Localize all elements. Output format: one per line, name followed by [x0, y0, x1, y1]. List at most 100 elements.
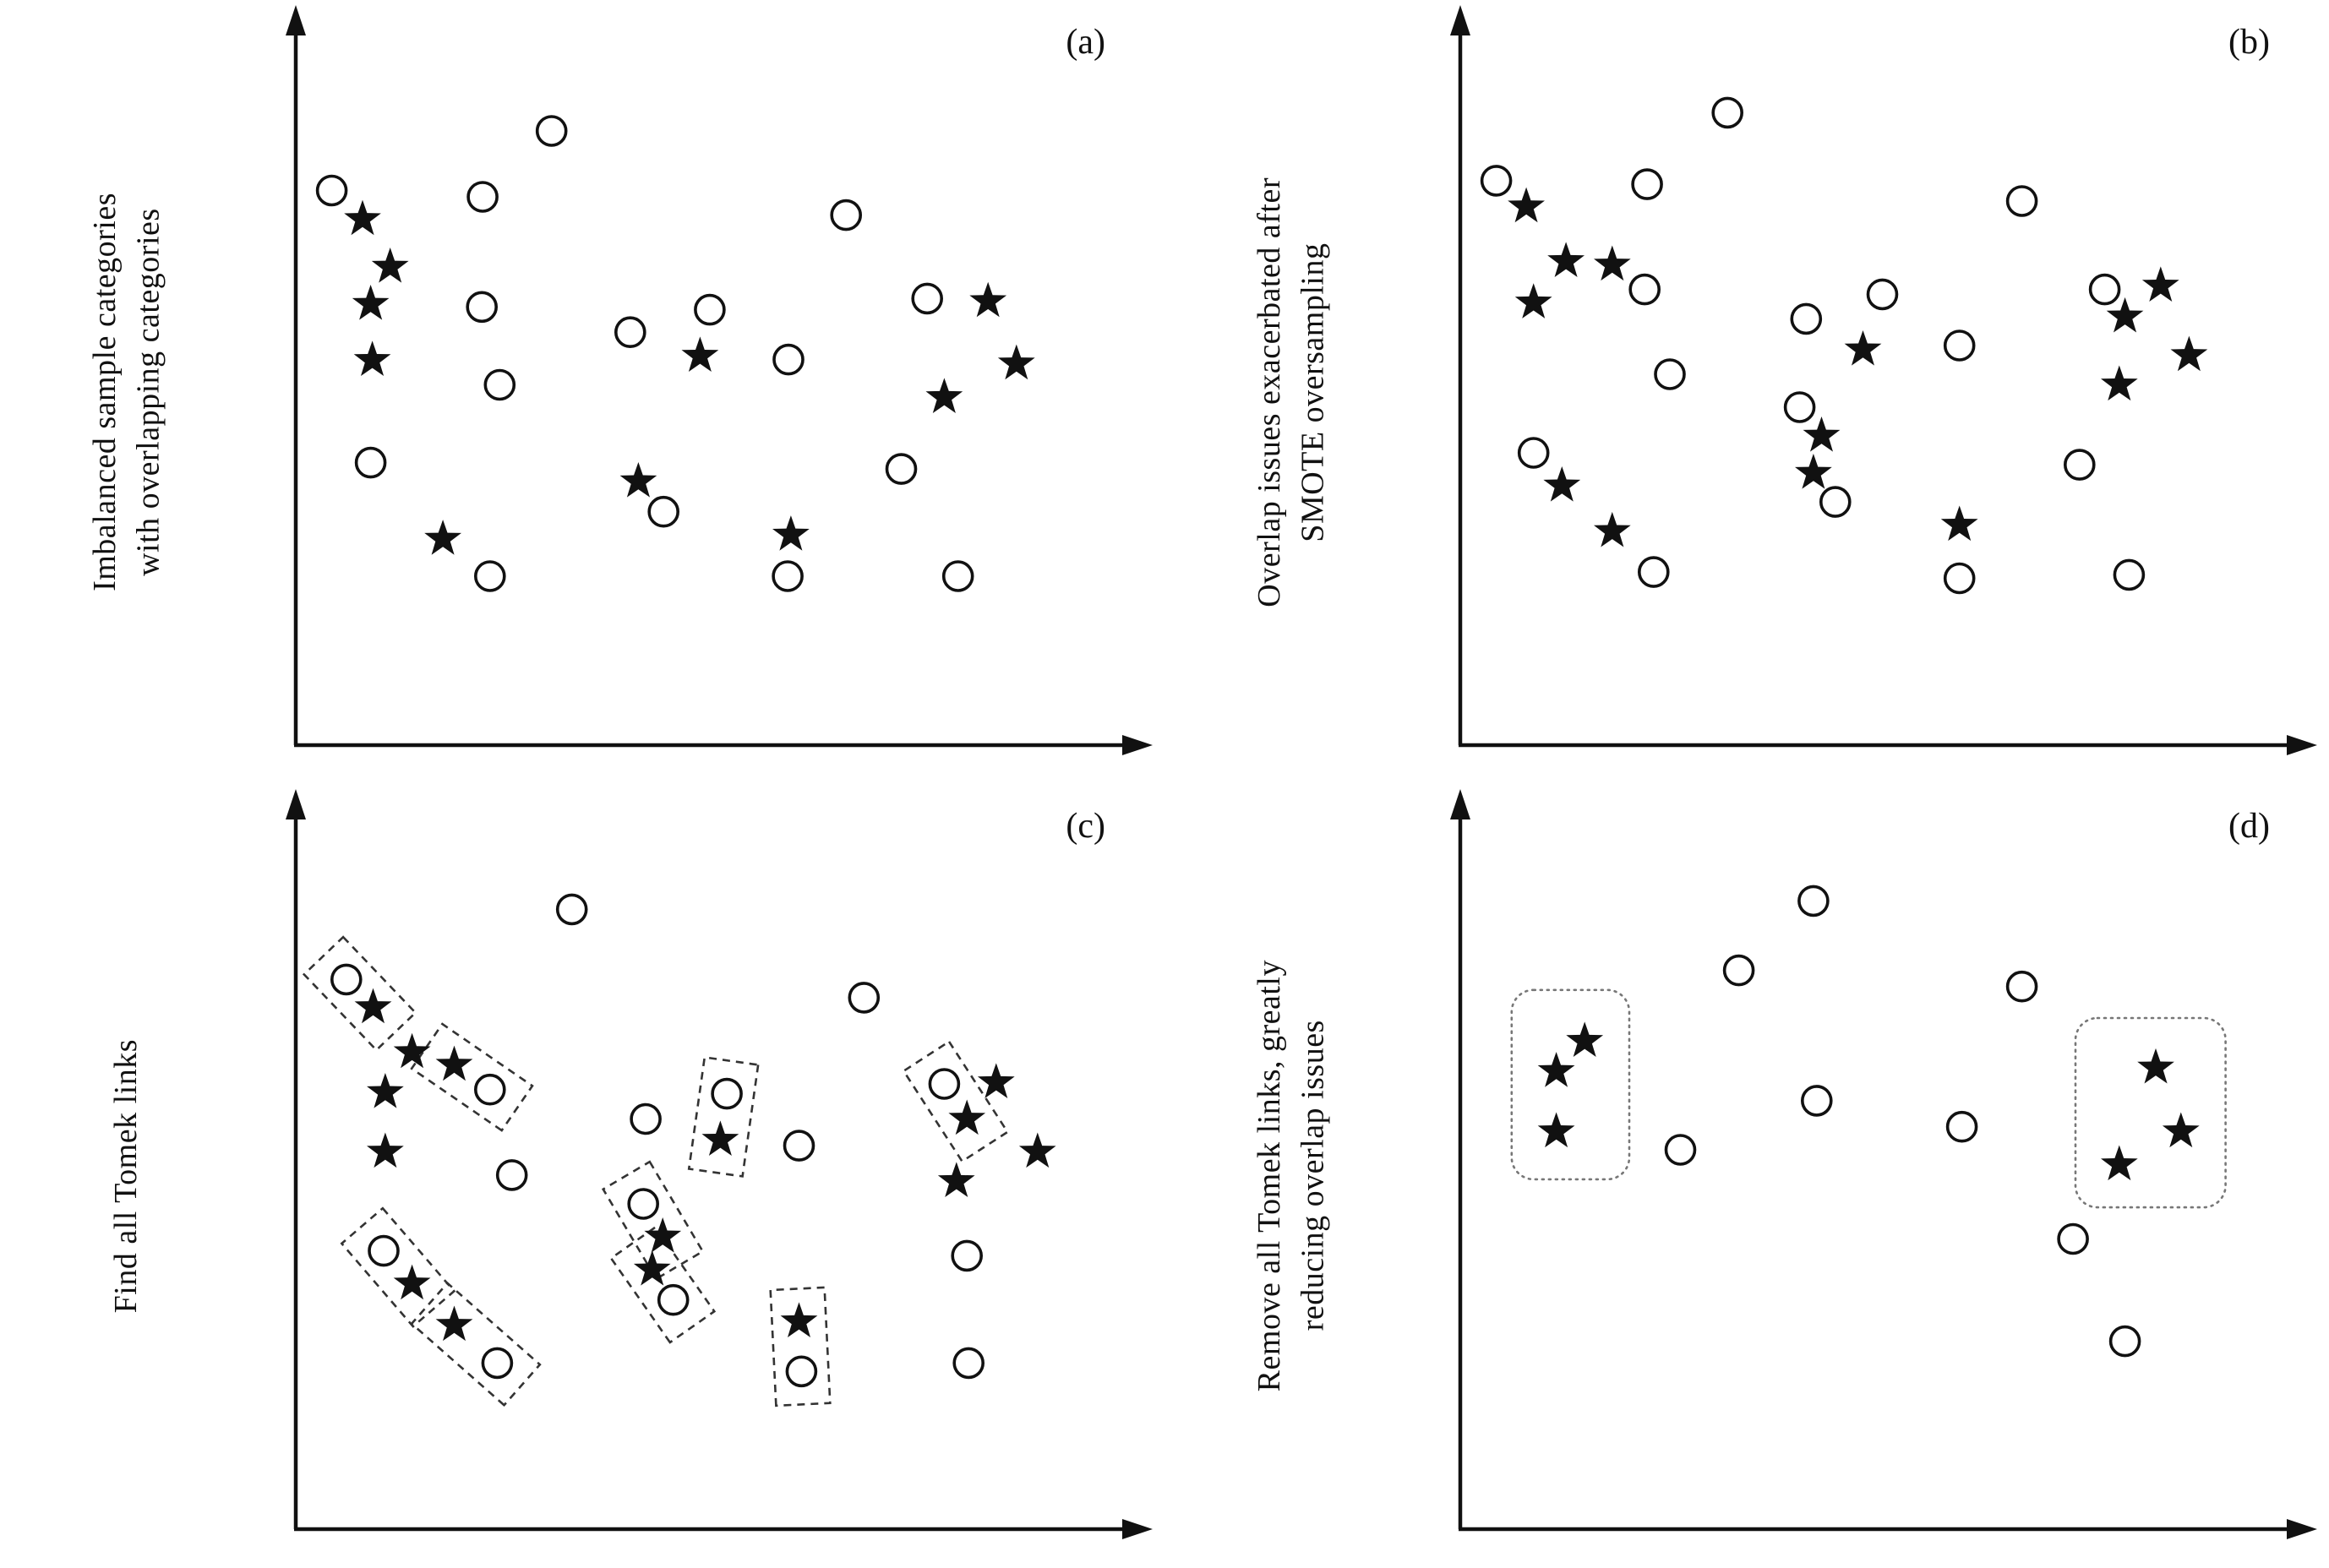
minority-sample-star	[371, 248, 409, 283]
minority-sample-star	[948, 1099, 986, 1135]
minority-sample-star	[1795, 454, 1832, 489]
panel-d-canvas	[1450, 789, 2317, 1539]
panel-a-canvas	[286, 5, 1153, 755]
minority-sample-star	[681, 336, 719, 372]
tomek-link-box	[302, 935, 417, 1052]
majority-sample-circle	[772, 560, 804, 592]
tomek-link-box	[410, 1281, 542, 1407]
panel-d-ylabel-column: Remove all Tomek links, greatly reducing…	[1164, 784, 1418, 1568]
majority-sample-circle	[885, 453, 918, 485]
panel-a-tag: (a)	[1066, 23, 1105, 62]
majority-sample-circle	[1790, 302, 1823, 335]
majority-sample-circle	[1711, 96, 1744, 129]
cluster-box	[1510, 988, 1631, 1181]
majority-sample-circle	[466, 291, 499, 324]
panel-d-plot-area: (d)	[1418, 784, 2329, 1568]
minority-sample-star	[393, 1264, 431, 1300]
minority-sample-star	[1018, 1132, 1056, 1168]
y-axis-arrow-icon	[286, 789, 306, 819]
tomek-link-box	[601, 1160, 705, 1281]
panel-c: Find all Tomek links (c)	[0, 784, 1164, 1568]
y-axis-arrow-icon	[286, 5, 306, 35]
majority-sample-circle	[2005, 185, 2038, 217]
majority-sample-circle	[354, 446, 387, 479]
majority-sample-circle	[535, 115, 568, 147]
minority-sample-star	[772, 515, 810, 551]
minority-sample-star	[619, 462, 657, 498]
panel-d: Remove all Tomek links, greatly reducing…	[1164, 784, 2329, 1568]
panel-b-ylabel-column: Overlap issues exacerbated after SMOTE o…	[1164, 0, 1418, 784]
minority-sample-star	[925, 378, 963, 413]
panel-a-ylabel: Imbalanced sample categories with overla…	[86, 193, 166, 591]
majority-sample-circle	[473, 560, 506, 592]
minority-sample-star	[1594, 511, 1631, 547]
majority-sample-circle	[952, 1347, 985, 1380]
minority-sample-star	[352, 285, 390, 320]
majority-sample-circle	[1819, 486, 1852, 518]
majority-sample-circle	[1866, 278, 1899, 311]
minority-sample-star	[1844, 330, 1882, 366]
majority-sample-circle	[785, 1355, 818, 1388]
majority-sample-circle	[941, 560, 974, 592]
minority-sample-star	[1543, 466, 1581, 502]
panel-c-canvas	[286, 789, 1153, 1539]
majority-sample-circle	[483, 368, 516, 401]
minority-sample-star	[1537, 1052, 1575, 1087]
majority-sample-circle	[2063, 449, 2096, 481]
majority-sample-circle	[1722, 954, 1755, 987]
y-axis-arrow-icon	[1450, 5, 1470, 35]
majority-sample-circle	[368, 1234, 400, 1267]
majority-sample-circle	[1628, 273, 1661, 306]
majority-sample-circle	[951, 1239, 984, 1272]
majority-sample-circle	[2057, 1222, 2089, 1255]
majority-sample-circle	[2005, 970, 2038, 1003]
majority-sample-circle	[1945, 1110, 1978, 1143]
panel-b: Overlap issues exacerbated after SMOTE o…	[1164, 0, 2329, 784]
majority-sample-circle	[2088, 273, 2121, 306]
x-axis-arrow-icon	[2287, 1519, 2317, 1539]
panel-b-plot-area: (b)	[1418, 0, 2329, 784]
majority-sample-circle	[627, 1188, 660, 1220]
tomek-link-box	[609, 1225, 717, 1344]
majority-sample-circle	[495, 1159, 528, 1191]
majority-sample-circle	[315, 174, 348, 207]
majority-sample-circle	[330, 963, 363, 996]
tomek-link-box	[687, 1056, 760, 1178]
majority-sample-circle	[630, 1102, 662, 1135]
minority-sample-star	[2141, 266, 2179, 302]
minority-sample-star	[2170, 335, 2208, 372]
minority-sample-star	[937, 1162, 975, 1197]
minority-sample-star	[633, 1250, 671, 1286]
minority-sample-star	[977, 1063, 1015, 1098]
y-axis-arrow-icon	[1450, 789, 1470, 819]
majority-sample-circle	[1800, 1085, 1833, 1117]
minority-sample-star	[1803, 416, 1841, 452]
minority-sample-star	[435, 1305, 473, 1342]
cluster-box	[2074, 1016, 2227, 1209]
majority-sample-circle	[473, 1073, 506, 1106]
minority-sample-star	[644, 1217, 682, 1253]
tomek-link-box	[340, 1206, 456, 1328]
minority-sample-star	[1594, 245, 1631, 281]
majority-sample-circle	[1943, 329, 1976, 362]
majority-sample-circle	[694, 293, 726, 326]
majority-sample-circle	[711, 1077, 743, 1110]
panel-a: Imbalanced sample categories with overla…	[0, 0, 1164, 784]
minority-sample-star	[424, 520, 461, 555]
minority-sample-star	[2101, 1145, 2138, 1181]
majority-sample-circle	[466, 181, 499, 213]
majority-sample-circle	[928, 1068, 961, 1100]
majority-sample-circle	[2113, 558, 2146, 591]
x-axis-arrow-icon	[1122, 1519, 1153, 1539]
minority-sample-star	[2137, 1048, 2174, 1084]
majority-sample-circle	[1480, 165, 1513, 197]
panel-d-tag: (d)	[2228, 807, 2270, 846]
majority-sample-circle	[2108, 1325, 2141, 1358]
majority-sample-circle	[614, 316, 646, 349]
minority-sample-star	[367, 1132, 404, 1168]
majority-sample-circle	[657, 1283, 690, 1316]
minority-sample-star	[353, 340, 391, 376]
majority-sample-circle	[1783, 391, 1816, 423]
majority-sample-circle	[1664, 1134, 1697, 1166]
